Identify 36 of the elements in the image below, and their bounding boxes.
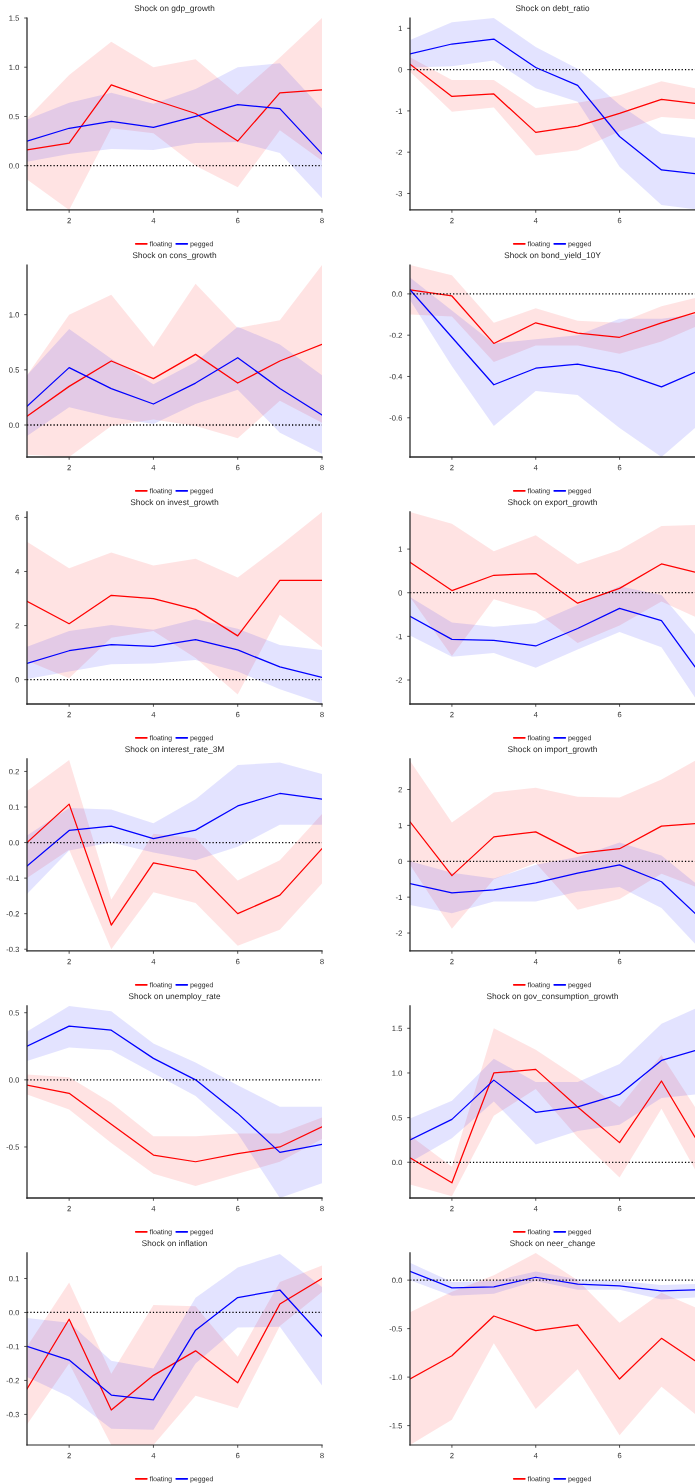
line-series xyxy=(410,864,695,914)
chart-title: Shock on debt_ratio xyxy=(515,5,590,13)
line-series xyxy=(27,1025,322,1153)
chart-title: Shock on import_growth xyxy=(507,746,597,754)
line-series xyxy=(27,1084,322,1163)
chart-title: Shock on neer_change xyxy=(510,1240,595,1248)
chart-title: Shock on cons_growth xyxy=(132,252,217,260)
chart-title: Shock on gov_consumption_growth xyxy=(486,993,618,1001)
line-series xyxy=(410,63,695,133)
chart-title: Shock on interest_rate_3M xyxy=(125,746,224,754)
line-series xyxy=(410,38,695,175)
line-series xyxy=(410,1270,695,1292)
line-series xyxy=(410,607,695,668)
chart-title: Shock on gdp_growth xyxy=(134,5,215,13)
line-series xyxy=(27,639,322,679)
line-series xyxy=(410,289,695,388)
line-series xyxy=(410,1050,695,1141)
line-series xyxy=(27,1289,322,1401)
line-series xyxy=(27,1277,322,1411)
chart-title: Shock on bond_yield_10Y xyxy=(504,252,601,260)
line-series xyxy=(410,1315,695,1380)
line-series xyxy=(27,803,322,926)
line-series xyxy=(27,104,322,155)
line-series xyxy=(410,821,695,877)
line-series xyxy=(27,579,322,637)
line-series xyxy=(27,357,322,416)
line-series xyxy=(27,343,322,417)
chart-title: Shock on invest_growth xyxy=(130,499,219,507)
line-series xyxy=(27,84,322,151)
chart-title: Shock on unemploy_rate xyxy=(128,993,221,1001)
chart-title: Shock on export_growth xyxy=(507,499,597,507)
line-series xyxy=(410,561,695,604)
line-series xyxy=(27,792,322,867)
line-series xyxy=(410,289,695,345)
chart-title: Shock on inflation xyxy=(141,1240,207,1247)
line-series xyxy=(410,1068,695,1184)
